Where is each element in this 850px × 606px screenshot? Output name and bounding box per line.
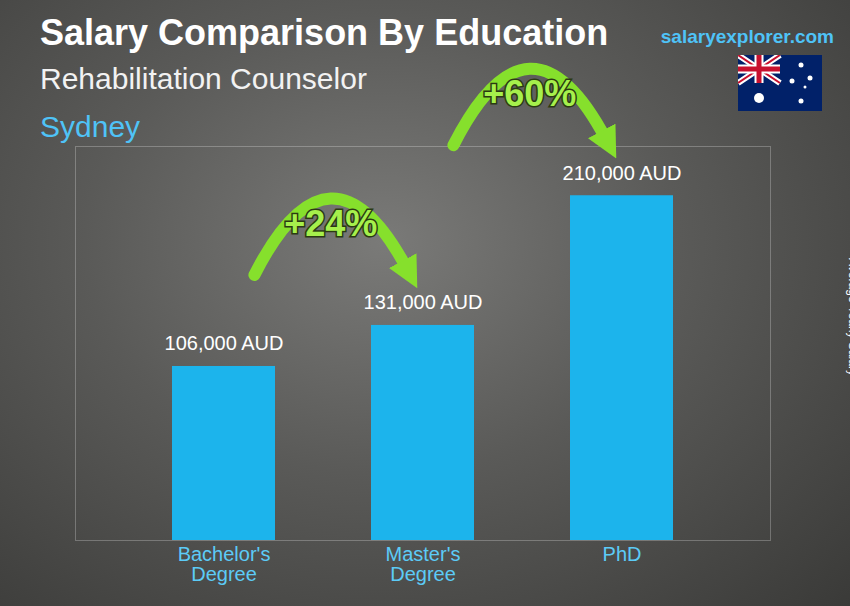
svg-text:131,000 AUD: 131,000 AUD <box>364 291 483 313</box>
svg-text:+24%: +24% <box>284 203 377 244</box>
svg-text:PhD: PhD <box>603 543 642 565</box>
svg-text:Master'sDegree: Master'sDegree <box>386 543 461 585</box>
html-text:Salary Comparison By Education: Salary Comparison By Education <box>40 12 609 53</box>
html-text:Sydney: Sydney <box>40 110 141 143</box>
svg-text:106,000 AUD: 106,000 AUD <box>165 332 284 354</box>
svg-text:Bachelor'sDegree: Bachelor'sDegree <box>178 543 271 585</box>
svg-text:+60%: +60% <box>483 73 576 114</box>
svg-text:210,000 AUD: 210,000 AUD <box>563 162 682 184</box>
html-text:Rehabilitation Counselor: Rehabilitation Counselor <box>40 62 367 95</box>
html-text:salaryexplorer.com: salaryexplorer.com <box>660 26 834 47</box>
